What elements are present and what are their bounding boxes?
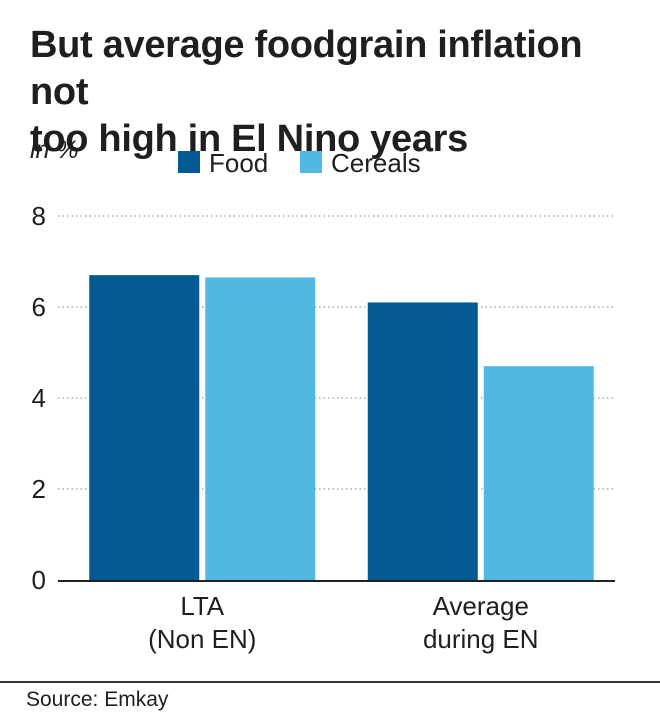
footer-divider	[0, 681, 660, 683]
legend-label-food: Food	[209, 148, 268, 178]
chart-title: But average foodgrain inflation not too …	[30, 22, 640, 163]
bar-chart: in % Food Cereals 0 2 4 6 8 LTA(Non EN) Averagedu…	[30, 136, 615, 654]
y-axis-label: in %	[30, 136, 79, 164]
bar-food-1	[367, 302, 478, 580]
legend-swatch-food	[178, 151, 200, 173]
chart-title-line-1: But average foodgrain inflation not	[30, 24, 583, 113]
bar-cereals-1	[483, 366, 594, 580]
x-tick-label-0-line-1: (Non EN)	[148, 624, 256, 654]
y-tick-label-4: 4	[32, 383, 46, 413]
bar-food-0	[89, 275, 200, 580]
x-tick-label-1-line-1: during EN	[423, 624, 539, 654]
chart-title-line-2: too high in El Nino years	[30, 118, 468, 160]
source-note: Source: Emkay	[26, 688, 169, 711]
legend-label-cereals: Cereals	[331, 148, 421, 178]
y-tick-label-8: 8	[32, 201, 46, 231]
x-tick-label-0-line-0: LTA	[180, 591, 224, 621]
y-tick-label-2: 2	[32, 474, 46, 504]
legend-swatch-cereals	[300, 151, 322, 173]
y-tick-label-6: 6	[32, 292, 46, 322]
y-tick-label-0: 0	[32, 565, 46, 595]
bar-cereals-0	[205, 277, 316, 580]
x-tick-label-1-line-0: Average	[433, 591, 529, 621]
